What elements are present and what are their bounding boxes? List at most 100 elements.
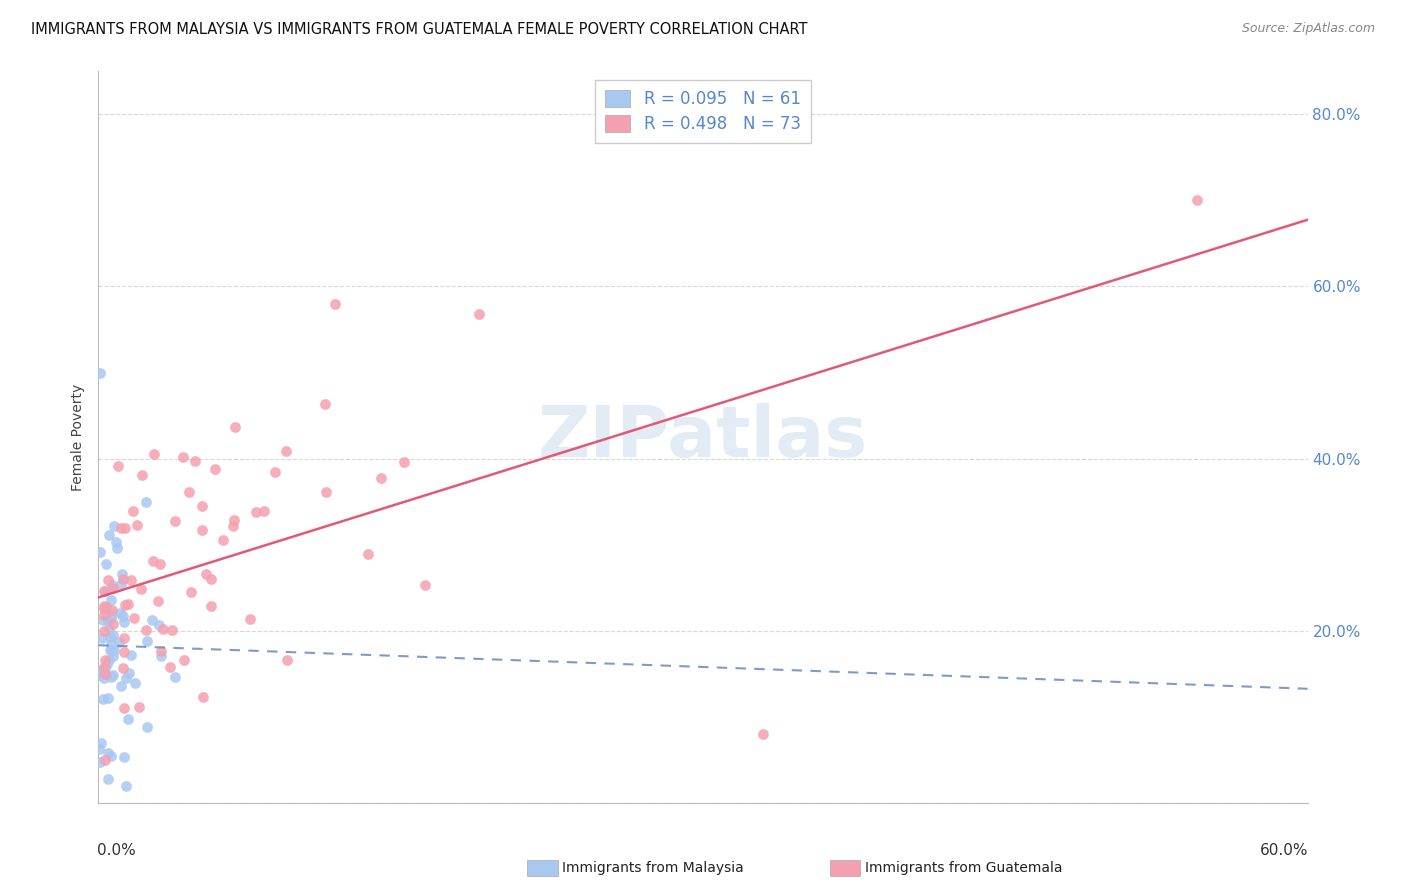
Point — [103, 668, 125, 682]
Point — [103, 617, 125, 632]
Text: Source: ZipAtlas.com: Source: ZipAtlas.com — [1241, 22, 1375, 36]
Legend: R = 0.095   N = 61, R = 0.498   N = 73: R = 0.095 N = 61, R = 0.498 N = 73 — [595, 79, 811, 143]
Point — [104, 534, 127, 549]
Point — [98, 630, 121, 644]
Point — [163, 514, 186, 528]
Point — [112, 631, 135, 645]
Point — [173, 653, 195, 667]
Point — [150, 643, 173, 657]
Point — [93, 624, 115, 638]
Point — [112, 660, 135, 674]
Point — [94, 666, 117, 681]
Point — [200, 572, 222, 586]
Point — [94, 661, 117, 675]
Point — [93, 653, 115, 667]
Point — [94, 753, 117, 767]
Point — [93, 671, 115, 685]
Point — [93, 584, 115, 599]
Point — [107, 459, 129, 474]
Point — [190, 500, 212, 514]
Point — [112, 701, 135, 715]
Point — [165, 670, 187, 684]
Point — [135, 720, 157, 734]
Point — [107, 635, 129, 649]
Point — [100, 637, 122, 651]
Point — [120, 648, 142, 662]
Point — [315, 485, 337, 500]
Point — [468, 307, 491, 321]
Point — [122, 611, 145, 625]
Text: 60.0%: 60.0% — [1260, 843, 1309, 858]
Point — [150, 649, 173, 664]
Point — [112, 645, 135, 659]
Point — [195, 566, 218, 581]
Point — [115, 779, 138, 793]
Point — [177, 485, 200, 500]
Text: ZIPatlas: ZIPatlas — [538, 402, 868, 472]
Point — [98, 622, 121, 636]
Point — [224, 420, 246, 434]
Point — [97, 772, 120, 786]
Text: IMMIGRANTS FROM MALAYSIA VS IMMIGRANTS FROM GUATEMALA FEMALE POVERTY CORRELATION: IMMIGRANTS FROM MALAYSIA VS IMMIGRANTS F… — [31, 22, 807, 37]
Point — [253, 504, 276, 518]
Point — [91, 692, 114, 706]
Point — [221, 519, 243, 533]
Point — [1185, 194, 1208, 208]
Point — [101, 644, 124, 658]
Point — [118, 666, 141, 681]
Point — [204, 461, 226, 475]
Point — [100, 748, 122, 763]
Text: Immigrants from Malaysia: Immigrants from Malaysia — [562, 861, 744, 875]
Point — [146, 594, 169, 608]
Point — [114, 599, 136, 613]
Point — [120, 573, 142, 587]
Point — [114, 671, 136, 685]
Point — [91, 631, 114, 645]
Point — [135, 494, 157, 508]
Point — [357, 547, 380, 561]
Point — [110, 521, 132, 535]
Point — [89, 545, 111, 559]
Point — [97, 691, 120, 706]
Point — [101, 581, 124, 595]
Point — [97, 746, 120, 760]
Point — [101, 602, 124, 616]
Point — [160, 623, 183, 637]
Point — [276, 652, 298, 666]
Point — [152, 622, 174, 636]
Point — [101, 578, 124, 592]
Point — [200, 599, 222, 614]
Point — [128, 700, 150, 714]
Point — [100, 611, 122, 625]
Point — [103, 519, 125, 533]
Point — [98, 653, 121, 667]
Point — [94, 666, 117, 681]
Point — [159, 660, 181, 674]
Point — [94, 557, 117, 571]
Point — [87, 667, 110, 681]
Point — [129, 582, 152, 596]
Point — [413, 578, 436, 592]
Point — [148, 618, 170, 632]
Point — [149, 558, 172, 572]
Point — [89, 756, 111, 770]
Point — [100, 670, 122, 684]
Point — [89, 366, 111, 380]
Point — [93, 602, 115, 616]
Point — [93, 584, 115, 599]
Point — [141, 613, 163, 627]
Point — [112, 749, 135, 764]
Point — [94, 599, 117, 614]
Point — [108, 607, 131, 621]
Point — [135, 623, 157, 637]
Point — [172, 450, 194, 464]
Point — [263, 465, 285, 479]
Point — [323, 296, 346, 310]
Point — [135, 634, 157, 648]
Point — [752, 727, 775, 741]
Point — [117, 597, 139, 611]
Point — [142, 554, 165, 568]
Point — [93, 608, 115, 623]
Point — [114, 521, 136, 535]
Point — [111, 567, 134, 582]
